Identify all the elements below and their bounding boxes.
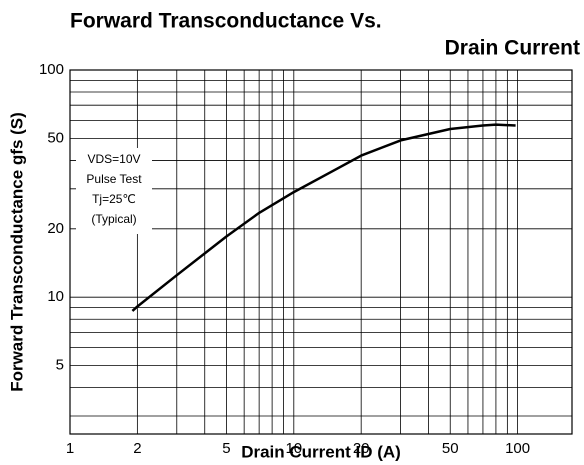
annotation: Pulse Test [86, 172, 142, 186]
plot-frame [69, 69, 573, 435]
x-axis-label: Drain Current ID (A) [241, 442, 401, 461]
chart-title: Drain Current [445, 37, 580, 60]
chart-title: Forward Transconductance Vs. [70, 10, 382, 33]
annotation: VDS=10V [87, 152, 140, 166]
x-tick-label: 2 [133, 440, 141, 457]
data-line [131, 123, 516, 312]
y-tick-label: 100 [39, 61, 64, 78]
x-tick-label: 50 [442, 440, 459, 457]
y-tick-label: 10 [47, 288, 64, 305]
annotation: Tj=25℃ [92, 192, 136, 206]
y-tick-label: 50 [47, 129, 64, 146]
x-tick-label: 100 [505, 440, 530, 457]
y-tick-label: 5 [56, 357, 64, 374]
y-tick-label: 20 [47, 220, 64, 237]
x-tick-label: 10 [285, 440, 302, 457]
x-tick-label: 5 [222, 440, 230, 457]
annotation: (Typical) [91, 212, 136, 226]
annotation-box [76, 148, 152, 234]
y-axis-label: Forward Transconductance gfs (S) [7, 112, 26, 392]
x-tick-label: 1 [66, 440, 74, 457]
x-tick-label: 20 [353, 440, 370, 457]
